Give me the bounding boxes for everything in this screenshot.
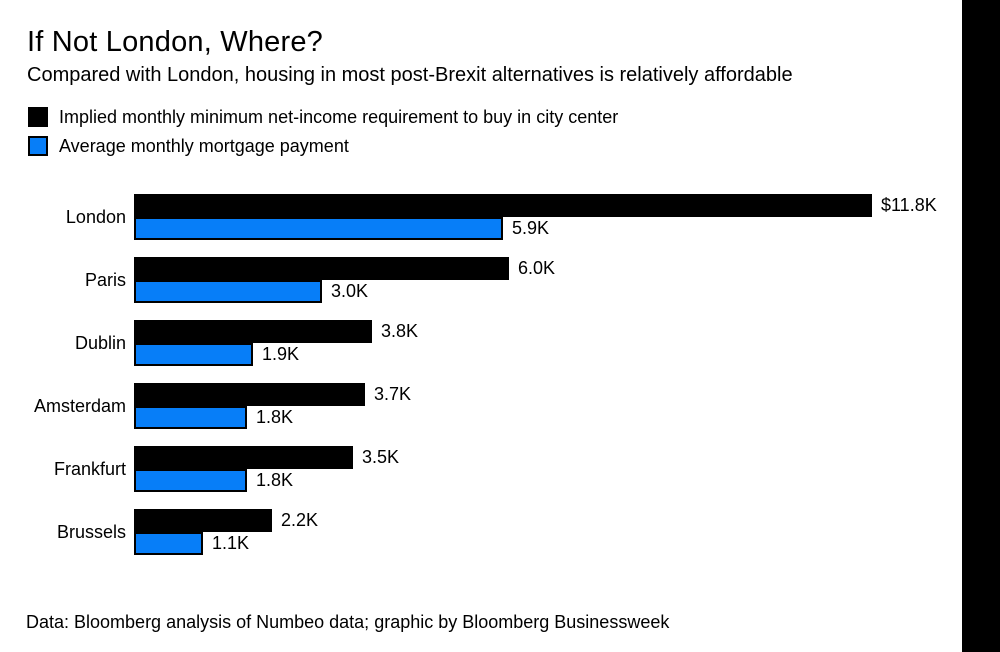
legend-item-income: Implied monthly minimum net-income requi… [28, 107, 618, 127]
bar-line: 1.1K [134, 532, 318, 555]
mortgage-value-label: 3.0K [331, 281, 369, 301]
bar-line: 1.8K [134, 406, 411, 429]
mortgage-bar [134, 532, 203, 555]
category-label: Dublin [74, 333, 126, 353]
chart-title: If Not London, Where? [27, 26, 323, 58]
mortgage-bar [134, 406, 247, 429]
mortgage-value-label: 1.1K [212, 533, 250, 553]
mortgage-bar [134, 280, 322, 303]
source-note: Data: Bloomberg analysis of Numbeo data;… [26, 612, 670, 632]
bar-group: 3.5K 1.8K [134, 446, 399, 492]
category-label: Brussels [56, 522, 126, 542]
income-value-label: 3.7K [374, 384, 412, 404]
page-edge-black-strip [962, 0, 1000, 652]
income-swatch-icon [28, 107, 48, 127]
mortgage-value-label: 1.8K [256, 407, 294, 427]
category-label: Amsterdam [33, 396, 126, 416]
category-label: Frankfurt [53, 459, 126, 479]
bar-chart: London $11.8K 5.9K Paris 6.0K 3.0K Dublin 3.8K 1… [0, 194, 962, 564]
bar-line: 3.8K [134, 320, 418, 343]
legend-item-mortgage: Average monthly mortgage payment [28, 136, 618, 156]
mortgage-value-label: 1.9K [262, 344, 300, 364]
bar-line: 1.9K [134, 343, 418, 366]
mortgage-swatch-icon [28, 136, 48, 156]
mortgage-value-label: 1.8K [256, 470, 294, 490]
chart-row: Frankfurt 3.5K 1.8K [0, 446, 962, 492]
category-label: Paris [84, 270, 126, 290]
bar-line: 1.8K [134, 469, 399, 492]
bar-line: 2.2K [134, 509, 318, 532]
mortgage-bar [134, 217, 503, 240]
chart-subtitle: Compared with London, housing in most po… [27, 64, 793, 86]
bar-group: 3.8K 1.9K [134, 320, 418, 366]
chart-row: Paris 6.0K 3.0K [0, 257, 962, 303]
bar-line: 6.0K [134, 257, 555, 280]
income-value-label: 3.8K [381, 321, 419, 341]
mortgage-bar [134, 343, 253, 366]
bar-group: 3.7K 1.8K [134, 383, 411, 429]
chart-row: Amsterdam 3.7K 1.8K [0, 383, 962, 429]
bar-line: 3.0K [134, 280, 555, 303]
bar-line: 5.9K [134, 217, 937, 240]
bar-line: 3.7K [134, 383, 411, 406]
mortgage-bar [134, 469, 247, 492]
income-bar [134, 257, 509, 280]
bar-group: 6.0K 3.0K [134, 257, 555, 303]
income-bar [134, 509, 272, 532]
income-value-label: 2.2K [281, 510, 319, 530]
bar-group: 2.2K 1.1K [134, 509, 318, 555]
income-bar [134, 383, 365, 406]
chart-row: Dublin 3.8K 1.9K [0, 320, 962, 366]
category-label: London [65, 207, 126, 227]
bar-group: $11.8K 5.9K [134, 194, 937, 240]
legend-label-income: Implied monthly minimum net-income requi… [59, 107, 619, 127]
mortgage-value-label: 5.9K [512, 218, 550, 238]
income-bar [134, 194, 872, 217]
bar-line: 3.5K [134, 446, 399, 469]
income-value-label: $11.8K [881, 195, 937, 215]
legend: Implied monthly minimum net-income requi… [28, 107, 618, 165]
income-bar [134, 320, 372, 343]
income-bar [134, 446, 353, 469]
legend-label-mortgage: Average monthly mortgage payment [59, 136, 349, 156]
income-value-label: 3.5K [362, 447, 400, 467]
chart-row: Brussels 2.2K 1.1K [0, 509, 962, 555]
income-value-label: 6.0K [518, 258, 556, 278]
bar-line: $11.8K [134, 194, 937, 217]
chart-row: London $11.8K 5.9K [0, 194, 962, 240]
